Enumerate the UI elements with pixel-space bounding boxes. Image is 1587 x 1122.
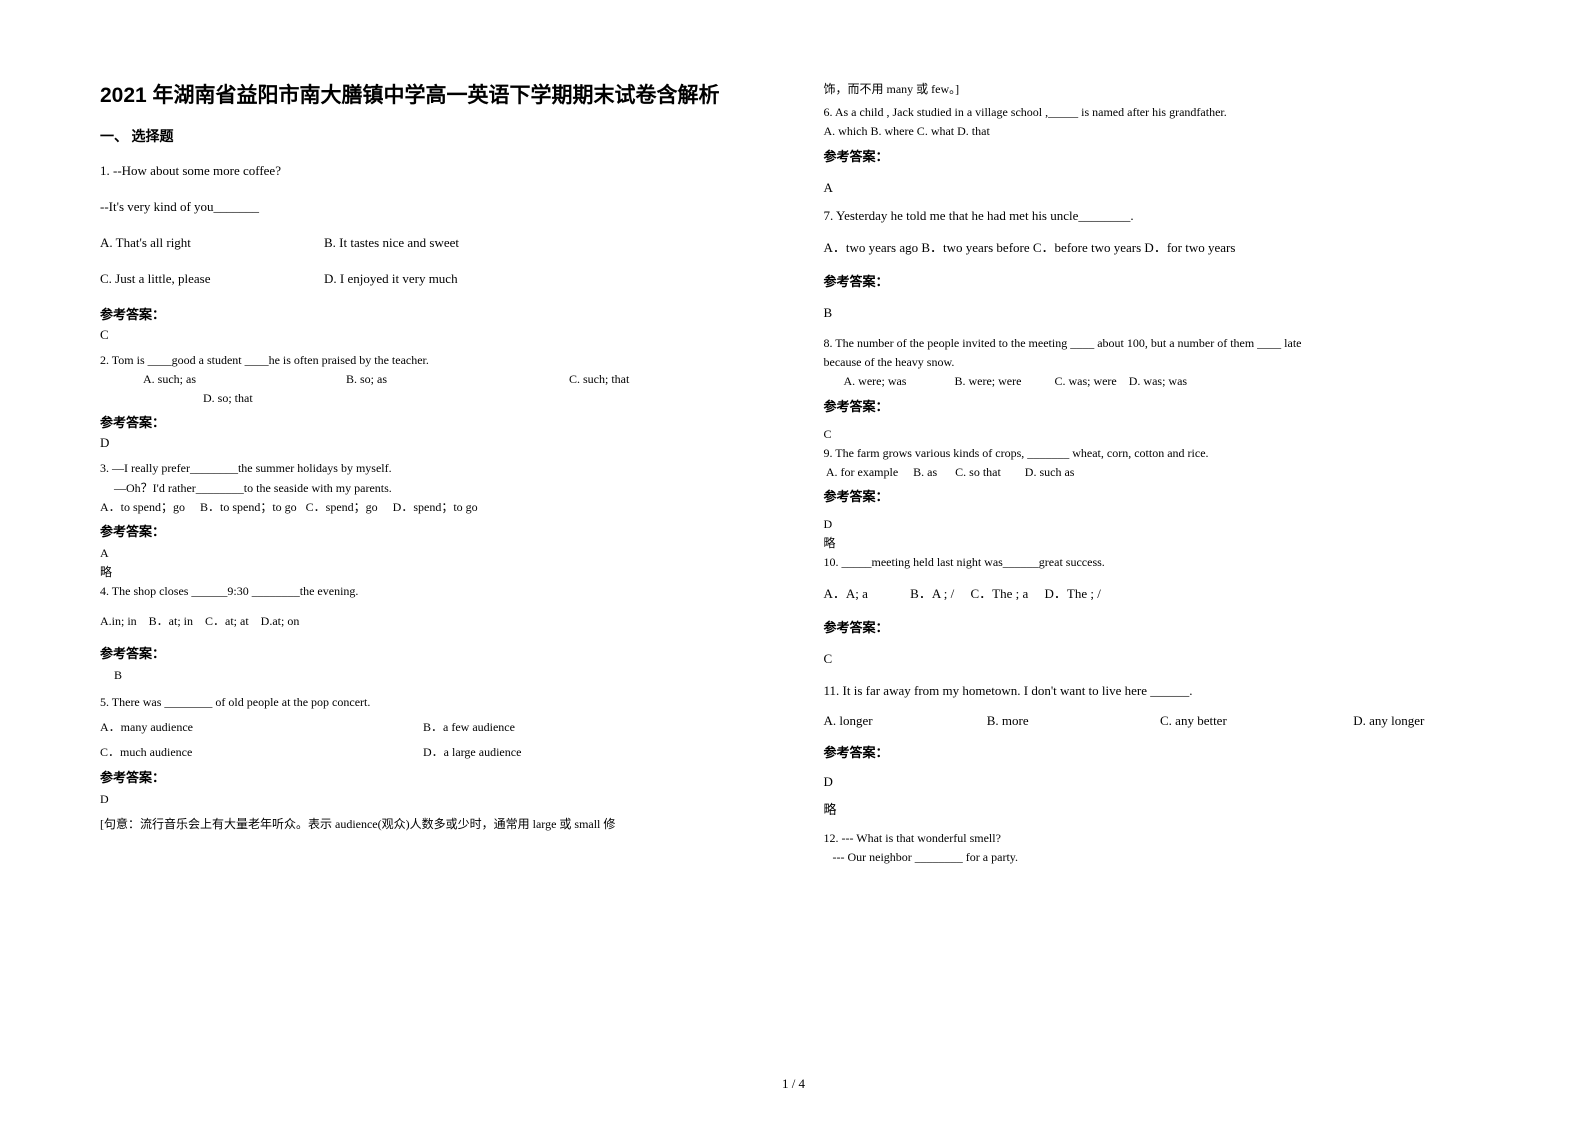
q10-stem: 10. _____meeting held last night was____… bbox=[824, 553, 1488, 572]
q8-ans-label: 参考答案： bbox=[824, 396, 1488, 415]
page-footer: 1 / 4 bbox=[0, 1076, 1587, 1092]
q11-ans: D bbox=[824, 771, 1488, 793]
q5-opts-row2: C．much audience D．a large audience bbox=[100, 743, 764, 762]
q5-cont: 饰，而不用 many 或 few。] bbox=[824, 80, 1488, 99]
q1-ans-label: 参考答案： bbox=[100, 304, 764, 323]
q11-stem: 11. It is far away from my hometown. I d… bbox=[824, 680, 1488, 702]
q1-optB: B. It tastes nice and sweet bbox=[324, 235, 459, 250]
q2-optA: A. such; as bbox=[143, 370, 343, 389]
q12-stem2: --- Our neighbor ________ for a party. bbox=[824, 848, 1488, 867]
q3-stem2: —Oh？I'd rather________to the seaside wit… bbox=[100, 479, 764, 498]
question-1: 1. --How about some more coffee? bbox=[100, 160, 764, 182]
q7-ans-label: 参考答案： bbox=[824, 271, 1488, 290]
q5-ans-label: 参考答案： bbox=[100, 767, 764, 786]
q4-opts: A.in; in B．at; in C．at; at D.at; on bbox=[100, 612, 764, 631]
q9-stem: 9. The farm grows various kinds of crops… bbox=[824, 444, 1488, 463]
q9-ans-label: 参考答案： bbox=[824, 486, 1488, 505]
page-container: 2021 年湖南省益阳市南大膳镇中学高一英语下学期期末试卷含解析 一、 选择题 … bbox=[100, 80, 1487, 1040]
q2-optD-row: D. so; that bbox=[100, 389, 764, 408]
q2-ans: D bbox=[100, 435, 764, 451]
q11-opts-row: A. longer B. more C. any better D. any l… bbox=[824, 710, 1488, 732]
section-heading: 一、 选择题 bbox=[100, 126, 764, 146]
q10-opts: A．A; a B．A ; / C．The ; a D．The ; / bbox=[824, 583, 1488, 605]
q6-opts: A. which B. where C. what D. that bbox=[824, 122, 1488, 141]
q10-ans: C bbox=[824, 648, 1488, 670]
q2-optB: B. so; as bbox=[346, 370, 566, 389]
doc-title: 2021 年湖南省益阳市南大膳镇中学高一英语下学期期末试卷含解析 bbox=[100, 80, 764, 112]
q1-optC: C. Just a little, please bbox=[100, 268, 320, 290]
q2-opts-row1: A. such; as B. so; as C. such; that bbox=[100, 370, 764, 389]
q1-opts-row1: A. That's all right B. It tastes nice an… bbox=[100, 232, 764, 254]
q6-stem: 6. As a child , Jack studied in a villag… bbox=[824, 103, 1488, 122]
question-1b: --It's very kind of you_______ bbox=[100, 196, 764, 218]
q5-note: [句意：流行音乐会上有大量老年听众。表示 audience(观众)人数多或少时，… bbox=[100, 815, 764, 834]
q1-ans: C bbox=[100, 327, 764, 343]
q5-opts-row1: A．many audience B．a few audience bbox=[100, 718, 764, 737]
q3-ans-label: 参考答案： bbox=[100, 521, 764, 540]
q3-stem1: 3. —I really prefer________the summer ho… bbox=[100, 459, 764, 478]
q4-stem: 4. The shop closes ______9:30 ________th… bbox=[100, 582, 764, 601]
q8-stem1: 8. The number of the people invited to t… bbox=[824, 334, 1488, 353]
q5-optB: B．a few audience bbox=[423, 720, 515, 734]
q1-optD: D. I enjoyed it very much bbox=[324, 271, 458, 286]
q11-optB: B. more bbox=[987, 710, 1157, 732]
q7-opts: A．two years ago B．two years before C．bef… bbox=[824, 237, 1488, 259]
q2-optD: D. so; that bbox=[203, 391, 253, 405]
q1-stem1: 1. --How about some more coffee? bbox=[100, 160, 764, 182]
q6-ans-label: 参考答案： bbox=[824, 146, 1488, 165]
left-column: 2021 年湖南省益阳市南大膳镇中学高一英语下学期期末试卷含解析 一、 选择题 … bbox=[100, 80, 764, 1040]
q11-optD: D. any longer bbox=[1353, 713, 1424, 728]
q7-stem: 7. Yesterday he told me that he had met … bbox=[824, 205, 1488, 227]
q7-ans: B bbox=[824, 302, 1488, 324]
q3-note: 略 bbox=[100, 563, 764, 582]
q11-ans-label: 参考答案： bbox=[824, 742, 1488, 761]
q6-ans: A bbox=[824, 177, 1488, 199]
q2-optC: C. such; that bbox=[569, 372, 629, 386]
q8-stem2: because of the heavy snow. bbox=[824, 353, 1488, 372]
right-column: 饰，而不用 many 或 few。] 6. As a child , Jack … bbox=[824, 80, 1488, 1040]
q5-ans: D bbox=[100, 790, 764, 809]
q11-optC: C. any better bbox=[1160, 710, 1350, 732]
q1-opts-row2: C. Just a little, please D. I enjoyed it… bbox=[100, 268, 764, 290]
q1-optA: A. That's all right bbox=[100, 232, 320, 254]
q5-optD: D．a large audience bbox=[423, 745, 521, 759]
q1-stem2: --It's very kind of you_______ bbox=[100, 196, 764, 218]
q4-ans-label: 参考答案： bbox=[100, 643, 764, 662]
q2-stem: 2. Tom is ____good a student ____he is o… bbox=[100, 351, 764, 370]
q2-ans-label: 参考答案： bbox=[100, 412, 764, 431]
q11-note: 略 bbox=[824, 799, 1488, 821]
q10-ans-label: 参考答案： bbox=[824, 617, 1488, 636]
q9-ans: D bbox=[824, 515, 1488, 534]
q11-optA: A. longer bbox=[824, 710, 984, 732]
q3-ans: A bbox=[100, 544, 764, 563]
q3-opts: A．to spend；go B．to spend；to go C．spend；g… bbox=[100, 498, 764, 517]
q4-ans: B bbox=[100, 666, 764, 685]
q9-opts: A. for example B. as C. so that D. such … bbox=[824, 463, 1488, 482]
q8-ans: C bbox=[824, 425, 1488, 444]
q9-note: 略 bbox=[824, 534, 1488, 553]
q12-stem1: 12. --- What is that wonderful smell? bbox=[824, 829, 1488, 848]
q5-optA: A．many audience bbox=[100, 718, 420, 737]
q5-stem: 5. There was ________ of old people at t… bbox=[100, 693, 764, 712]
q5-optC: C．much audience bbox=[100, 743, 420, 762]
q8-opts: A. were; was B. were; were C. was; were … bbox=[824, 372, 1488, 391]
